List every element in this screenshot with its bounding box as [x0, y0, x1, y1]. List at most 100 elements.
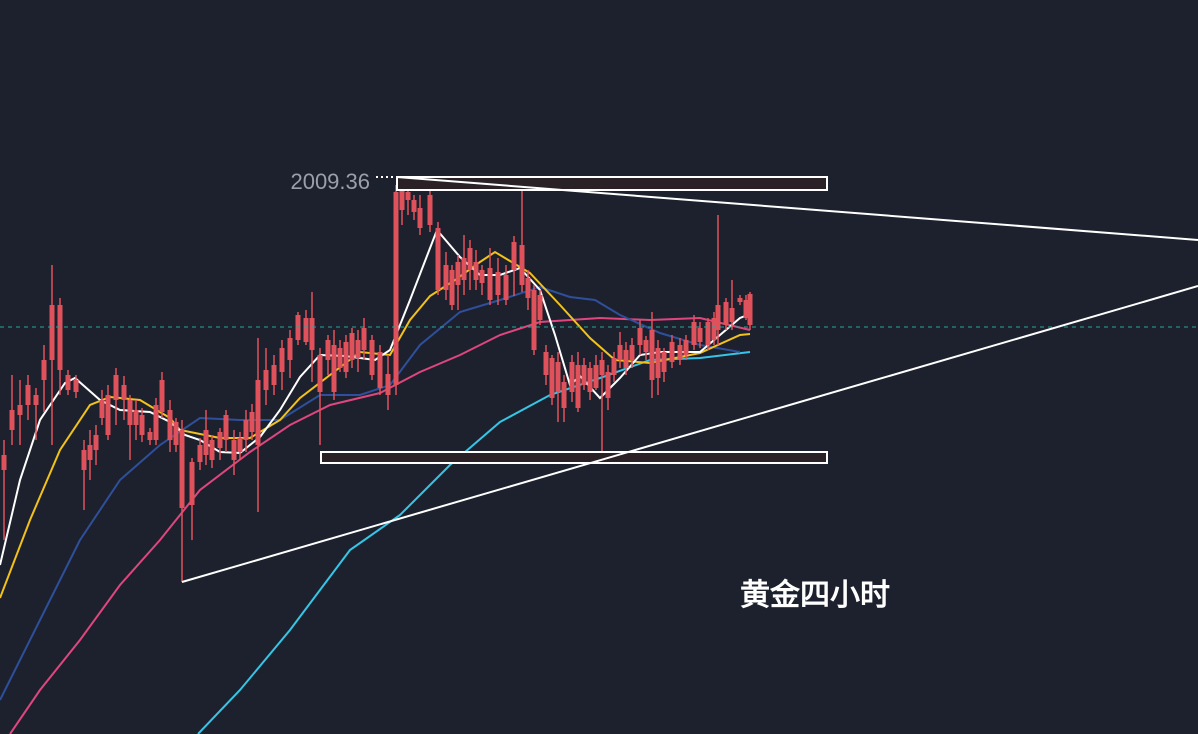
candle-body-29 [209, 440, 215, 460]
candle-body-71 [503, 275, 509, 300]
candle-body-85 [593, 365, 599, 388]
candle-body-21 [153, 405, 159, 440]
candle-body-68 [479, 270, 485, 283]
candle-body-46 [331, 345, 337, 392]
candle-body-31 [223, 415, 229, 440]
ascending-trendline [181, 285, 1198, 583]
candle-body-60 [427, 195, 433, 225]
candle-body-55 [393, 192, 399, 385]
candle-body-92 [637, 328, 643, 345]
candle-body-15 [113, 375, 119, 400]
candle-body-104 [715, 305, 721, 330]
candle-body-67 [473, 262, 479, 280]
candle-body-47 [337, 348, 343, 368]
candle-body-57 [405, 192, 411, 200]
candle-body-73 [519, 245, 525, 285]
candle-body-102 [705, 322, 711, 345]
candle-body-96 [661, 352, 667, 372]
candle-body-65 [461, 258, 467, 280]
candle-body-93 [643, 340, 649, 352]
candle-body-22 [159, 380, 165, 412]
chart-title: 黄金四小时 [740, 578, 890, 613]
candle-body-89 [617, 345, 623, 360]
candle-body-64 [455, 262, 461, 285]
candle-body-42 [303, 318, 309, 342]
candle-body-36 [255, 380, 261, 445]
candle-body-2 [17, 405, 23, 415]
candle-body-10 [81, 450, 87, 470]
candle-body-43 [309, 318, 315, 350]
candle-body-32 [231, 440, 237, 460]
candle-body-33 [237, 438, 243, 452]
candle-body-103 [711, 318, 717, 340]
candle-body-98 [677, 345, 683, 360]
descending-trendline [396, 176, 1198, 241]
resistance-box [396, 176, 828, 191]
candle-body-50 [355, 340, 361, 358]
candle-body-13 [99, 400, 105, 418]
candle-body-76 [537, 295, 543, 320]
candle-body-100 [691, 322, 697, 345]
candle-body-70 [495, 272, 501, 295]
candle-body-40 [287, 338, 293, 360]
candle-body-0 [1, 455, 7, 470]
candle-body-86 [599, 360, 605, 375]
candle-body-12 [93, 435, 99, 450]
candle-body-108 [743, 300, 749, 318]
candle-body-87 [605, 372, 611, 398]
candle-body-7 [57, 305, 63, 370]
candle-body-109 [747, 294, 753, 325]
candle-body-83 [581, 365, 587, 385]
candle-body-54 [385, 374, 391, 395]
candle-body-1 [9, 410, 15, 430]
swing-high-price-label: 2009.36 [290, 169, 370, 194]
candle-body-20 [147, 432, 153, 440]
candle-body-8 [65, 375, 71, 390]
candle-body-77 [543, 352, 549, 375]
candle-body-88 [611, 358, 617, 375]
candle-body-35 [249, 412, 255, 432]
candle-body-45 [325, 340, 331, 360]
candle-body-63 [449, 270, 455, 305]
candle-body-3 [25, 385, 31, 405]
candle-body-16 [121, 385, 127, 400]
candle-body-9 [73, 380, 79, 392]
candle-body-25 [179, 430, 185, 508]
candle-body-94 [649, 330, 655, 380]
candle-body-101 [697, 328, 703, 342]
candle-body-91 [629, 345, 635, 360]
candlesticks [1, 185, 753, 582]
candle-body-99 [683, 340, 689, 355]
candle-body-30 [217, 432, 223, 448]
candle-body-61 [435, 228, 441, 290]
candle-body-5 [41, 360, 47, 380]
candle-body-81 [569, 362, 575, 392]
candle-body-84 [587, 368, 593, 392]
candle-body-69 [487, 268, 493, 300]
candle-body-58 [411, 200, 417, 212]
candle-body-39 [279, 348, 285, 372]
candle-body-52 [369, 340, 375, 375]
candle-body-53 [377, 352, 383, 388]
candle-body-18 [133, 410, 139, 425]
candle-body-34 [243, 420, 249, 440]
candle-body-75 [531, 290, 537, 350]
candle-body-66 [467, 248, 473, 270]
candle-body-56 [399, 190, 405, 210]
candle-body-106 [729, 308, 735, 322]
candle-body-79 [555, 362, 561, 392]
candle-body-28 [203, 430, 209, 455]
candle-body-26 [189, 462, 195, 505]
candle-body-74 [525, 278, 531, 298]
candle-body-14 [105, 395, 111, 435]
candle-body-48 [343, 342, 349, 372]
support-box [320, 451, 828, 464]
candle-body-27 [197, 445, 203, 462]
candle-body-51 [361, 328, 367, 350]
candle-body-19 [139, 415, 145, 435]
candle-body-24 [173, 422, 179, 445]
candle-body-80 [561, 382, 567, 408]
candle-body-90 [623, 350, 629, 368]
